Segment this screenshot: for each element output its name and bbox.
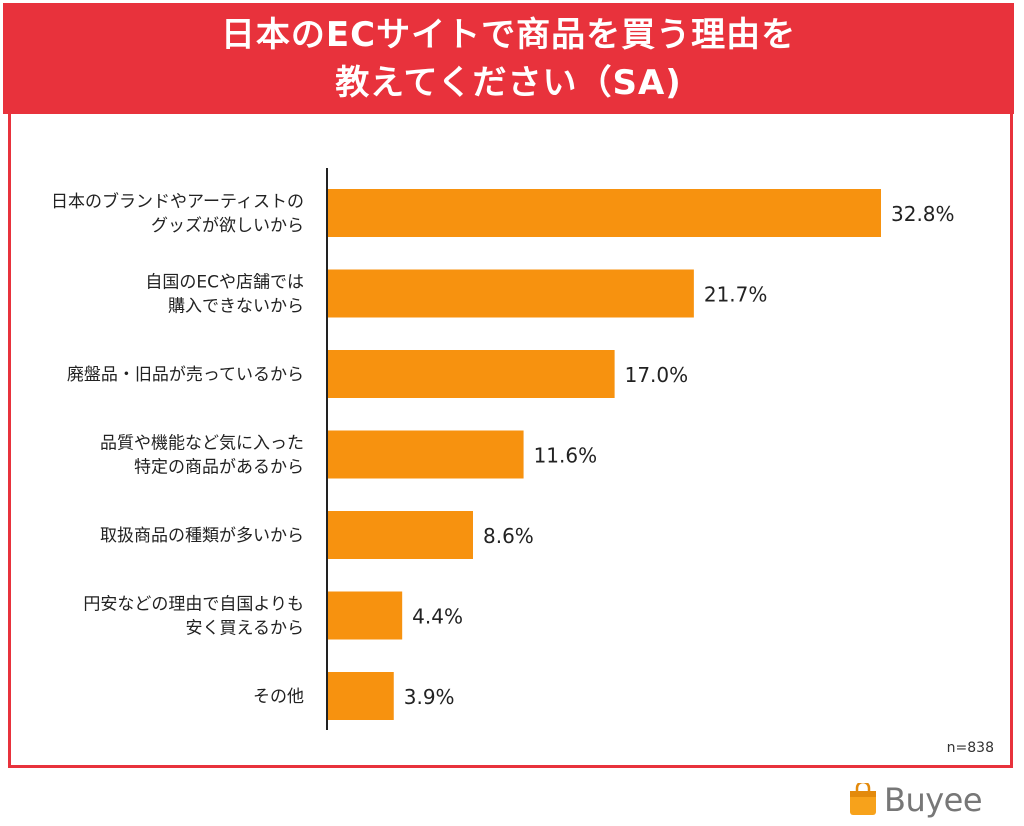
title-band: 日本のECサイトで商品を買う理由を 教えてください（SA)	[3, 3, 1014, 114]
bar-4	[328, 511, 473, 559]
category-label-3: 品質や機能など気に入った特定の商品があるから	[100, 434, 304, 478]
bar-6	[328, 672, 394, 720]
bar-2	[328, 350, 615, 398]
bag-icon	[850, 783, 876, 815]
value-label-4: 8.6%	[483, 524, 534, 548]
category-label-6: その他	[253, 687, 304, 707]
value-label-2: 17.0%	[625, 363, 689, 387]
value-label-3: 11.6%	[534, 444, 598, 468]
value-label-5: 4.4%	[412, 605, 463, 629]
bar-3	[328, 430, 524, 479]
category-label-1: 自国のECや店舗では購入できないから	[145, 273, 304, 317]
value-label-1: 21.7%	[704, 283, 768, 307]
category-label-4: 取扱商品の種類が多いから	[100, 526, 304, 546]
bar-1	[328, 269, 694, 318]
buyee-logo: Buyee	[848, 780, 983, 820]
bar-0	[328, 189, 881, 237]
bar-5	[328, 591, 403, 640]
value-label-0: 32.8%	[891, 202, 955, 226]
category-label-2: 廃盤品・旧品が売っているから	[67, 365, 304, 385]
brand-name: Buyee	[884, 781, 983, 819]
sample-size-label: n=838	[946, 740, 994, 756]
category-label-5: 円安などの理由で自国よりも安く買えるから	[83, 595, 304, 639]
chart-title-line-1: 日本のECサイトで商品を買う理由を	[220, 15, 797, 55]
category-label-0: 日本のブランドやアーティストのグッズが欲しいから	[51, 191, 304, 236]
value-label-6: 3.9%	[404, 685, 455, 709]
chart-title-line-2: 教えてください（SA)	[335, 63, 682, 103]
